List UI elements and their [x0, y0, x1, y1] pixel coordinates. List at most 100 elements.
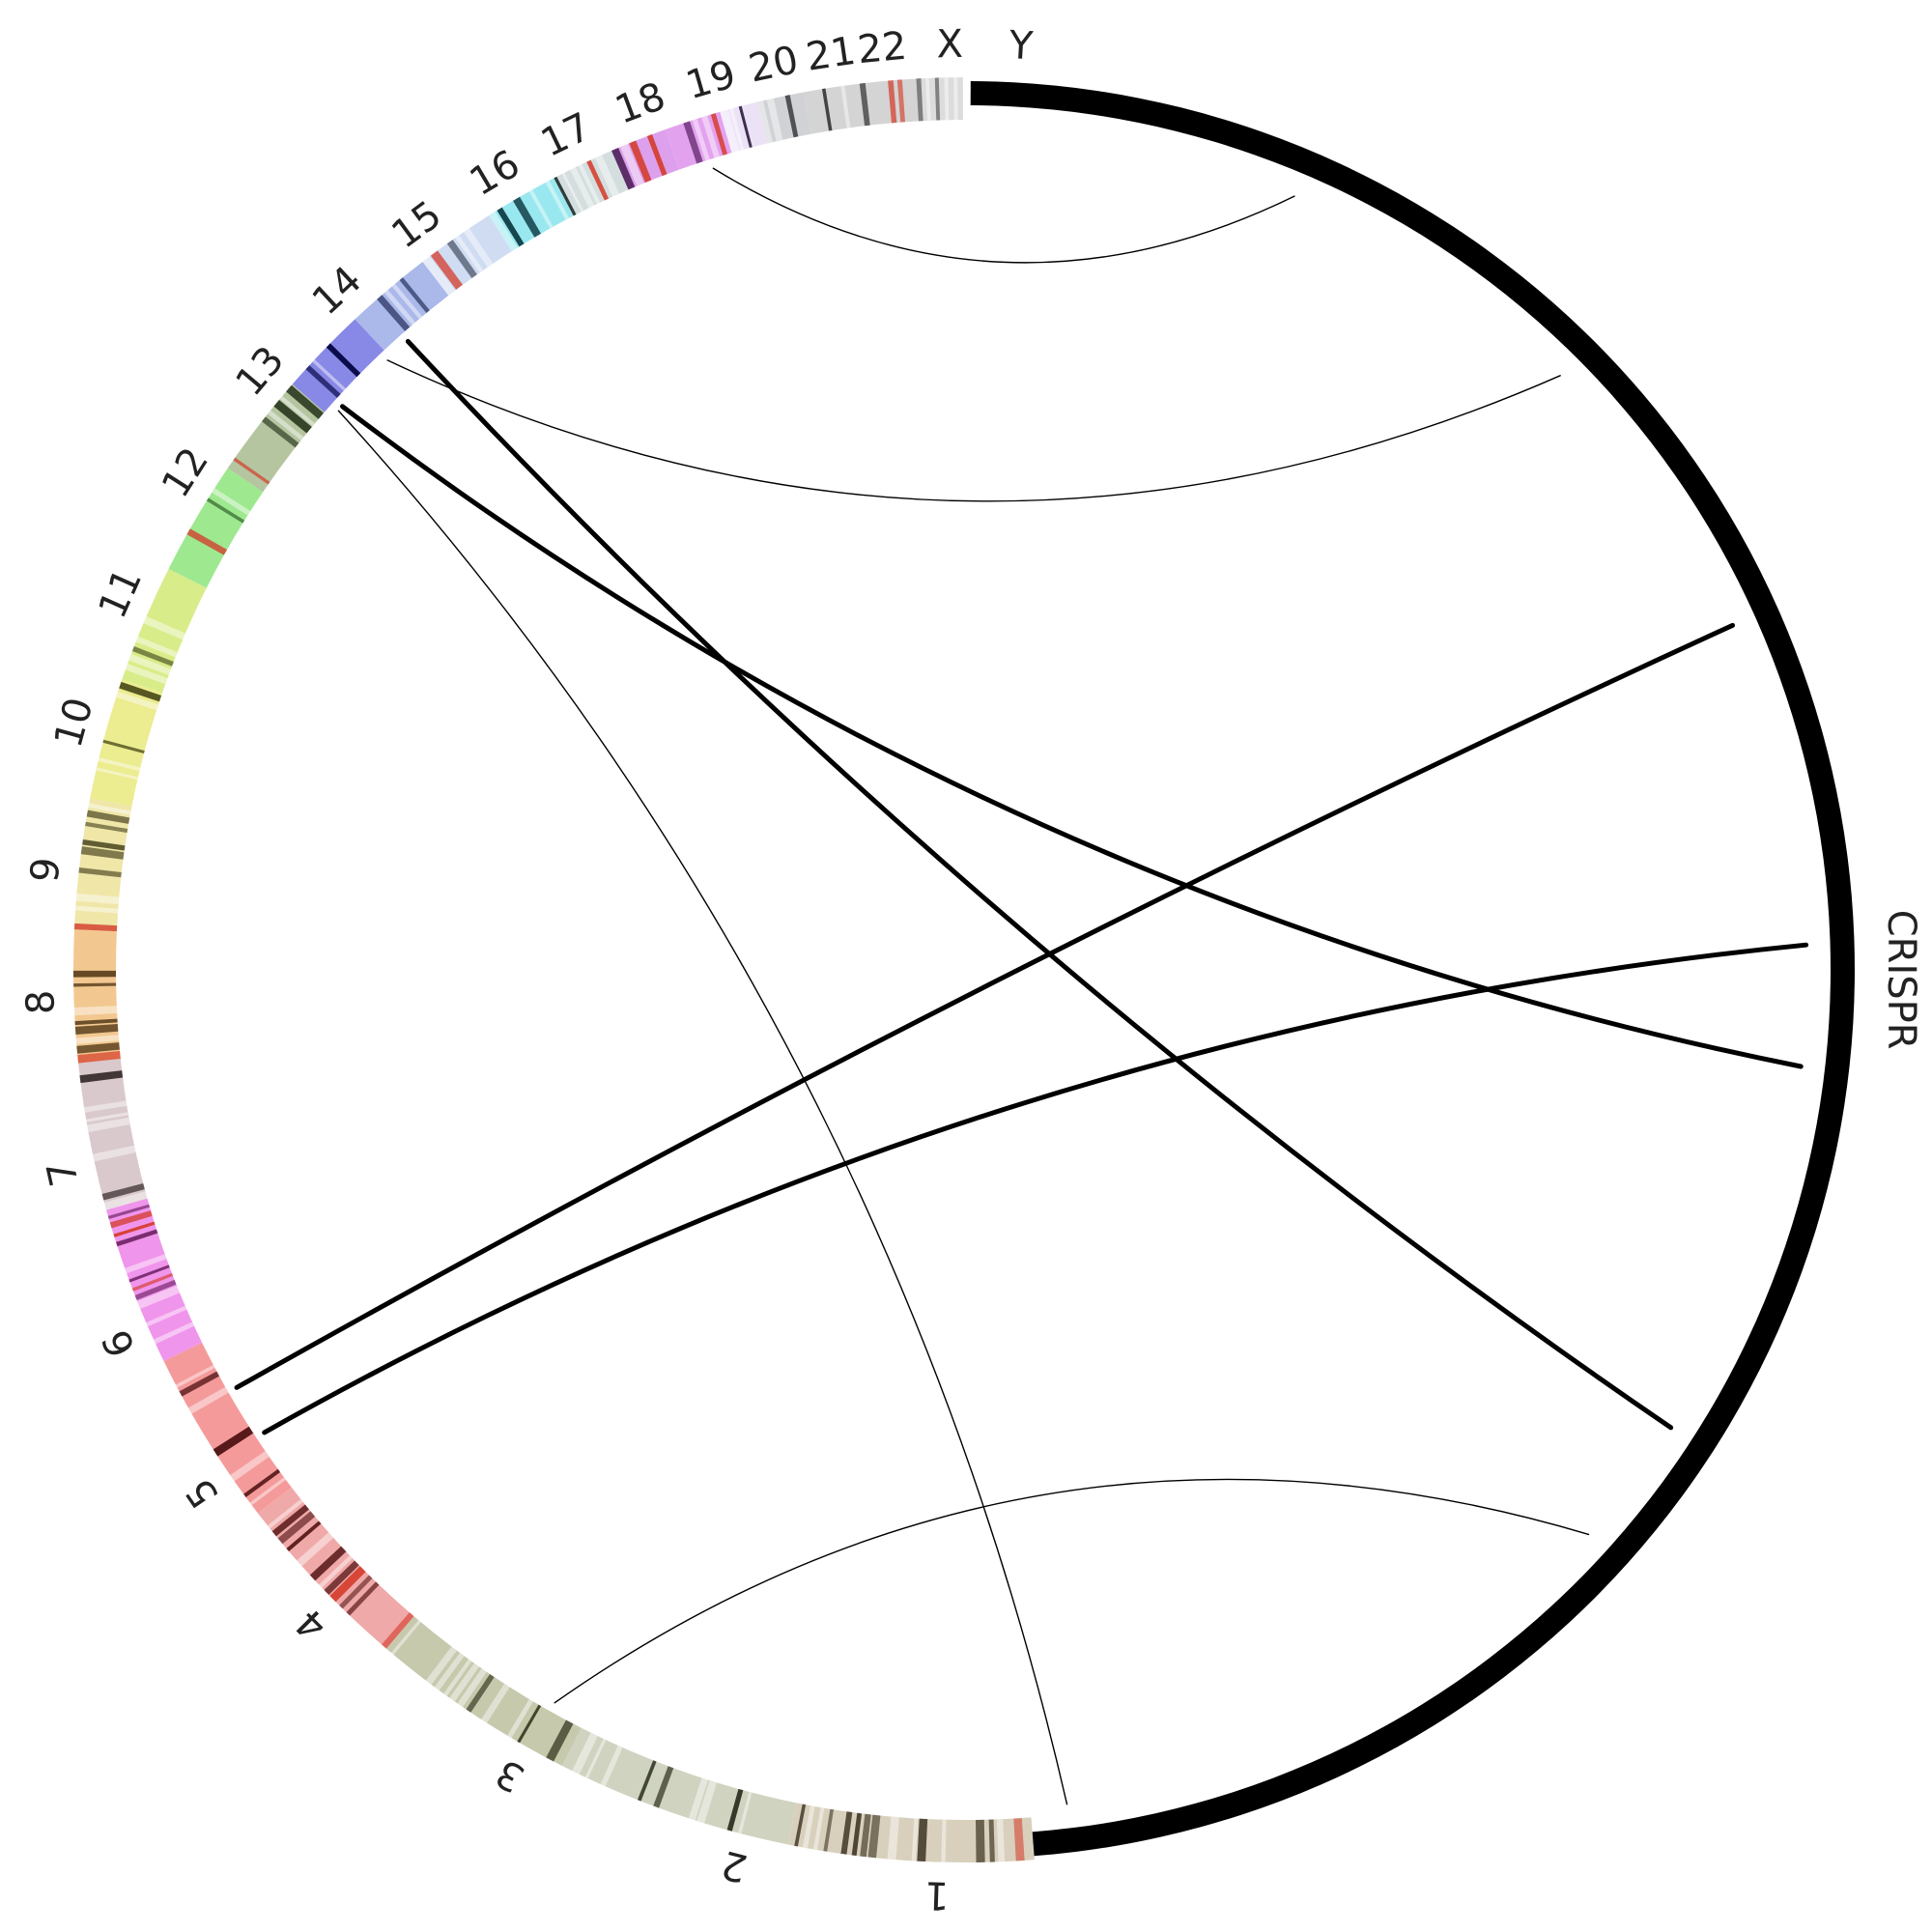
link-3-crispr — [554, 1478, 1590, 1704]
segment-x — [803, 78, 919, 134]
cytoband-stripe — [738, 105, 753, 148]
segment-8 — [72, 929, 121, 1064]
links-layer — [234, 167, 1809, 1805]
cytoband-stripe — [653, 1766, 674, 1808]
cytoband-stripe — [86, 810, 130, 824]
segment-13 — [227, 384, 325, 493]
cytoband-stripe — [578, 163, 601, 205]
cytoband-stripe — [297, 1532, 334, 1567]
cytoband-stripe — [131, 646, 174, 667]
cytoband-stripe — [738, 1791, 753, 1834]
cytoband-stripe — [840, 85, 851, 128]
cytoband-stripe — [305, 365, 341, 398]
cytoband-stripe — [125, 664, 168, 685]
segment-label-12: 12 — [154, 440, 217, 505]
link-14-crispr — [386, 359, 1561, 502]
cytoband-stripe — [859, 82, 870, 127]
cytoband-stripe — [584, 1738, 607, 1779]
cytoband-stripe — [74, 1018, 118, 1026]
cytoband-stripe — [446, 240, 477, 279]
link-18-crispr — [712, 167, 1295, 264]
link-14-crispr — [405, 338, 1674, 1431]
cytoband-stripe — [430, 250, 464, 290]
segment-label-3: 3 — [489, 1750, 532, 1802]
cytoband-stripe — [137, 1285, 180, 1310]
cytoband-stripe — [976, 1819, 985, 1862]
cytoband-stripe — [934, 77, 941, 121]
cytoband-stripe — [186, 528, 228, 555]
cytoband-stripe — [821, 88, 833, 131]
cytoband-stripe — [88, 803, 131, 815]
cytoband-stripe — [570, 167, 595, 209]
segment-9 — [73, 798, 132, 932]
cytoband-stripe — [134, 1279, 177, 1300]
segment-label-crispr: CRISPR — [1879, 910, 1923, 1050]
cytoband-stripe — [944, 77, 950, 121]
cytoband-stripe — [79, 1070, 124, 1084]
cytoband-stripe — [391, 283, 423, 320]
segment-20 — [665, 111, 732, 170]
segment-label-7: 7 — [39, 1156, 87, 1190]
segment-label-18: 18 — [610, 74, 671, 133]
cytoband-stripe — [688, 1777, 709, 1821]
cytoband-stripe — [135, 636, 178, 658]
cytoband-stripe — [109, 1210, 153, 1229]
segment-band — [122, 568, 207, 694]
segment-band — [168, 468, 264, 588]
segment-band — [257, 1487, 414, 1649]
cytoband-stripe — [443, 1659, 472, 1696]
cytoband-stripe — [233, 457, 270, 485]
cytoband-stripe — [213, 1426, 254, 1457]
cytoband-stripe — [896, 79, 906, 123]
cytoband-stripe — [346, 1581, 380, 1616]
cytoband-stripe — [377, 295, 411, 331]
segment-label-6: 6 — [94, 1323, 144, 1364]
cytoband-stripe — [637, 1760, 657, 1802]
segment-label-1: 1 — [923, 1872, 950, 1918]
cytoband-stripe — [572, 1732, 598, 1775]
cytoband-stripe — [73, 1006, 118, 1016]
cytoband-stripe — [113, 1221, 156, 1237]
cytoband-stripe — [101, 1182, 145, 1201]
cytoband-stripe — [497, 207, 525, 247]
cytoband-stripe — [887, 1816, 899, 1861]
cytoband-stripe — [75, 893, 120, 905]
segment-5 — [163, 1342, 292, 1514]
cytoband-stripe — [528, 189, 554, 229]
cytoband-stripe — [273, 399, 312, 434]
cytoband-stripe — [277, 1511, 316, 1545]
segment-band — [720, 101, 768, 154]
cytoband-stripe — [73, 923, 118, 932]
link-5-crispr — [234, 622, 1736, 1390]
cytoband-stripe — [309, 1546, 347, 1581]
cytoband-stripe — [286, 384, 325, 419]
cytoband-stripe — [382, 1612, 414, 1649]
segment-band — [90, 679, 162, 807]
cytoband-stripe — [766, 98, 783, 142]
segment-band — [561, 1727, 797, 1845]
cytoband-stripe — [692, 118, 710, 161]
cytoband-stripe — [312, 359, 346, 391]
cytoband-stripe — [802, 1805, 815, 1849]
cytoband-stripe — [422, 256, 456, 296]
cytoband-stripe — [823, 1808, 835, 1852]
segment-label-16: 16 — [463, 142, 527, 206]
cytoband-stripe — [271, 1504, 309, 1537]
cytoband-stripe — [267, 1498, 303, 1529]
cytoband-stripe — [82, 838, 126, 851]
cytoband-stripe — [175, 1364, 215, 1388]
cytoband-stripe — [812, 1807, 825, 1851]
segment-y — [916, 77, 963, 122]
cytoband-stripe — [143, 616, 185, 640]
cytoband-stripe — [329, 1566, 366, 1603]
cytoband-stripe — [92, 1145, 136, 1162]
cytoband-stripe — [513, 196, 542, 238]
cytoband-stripe — [384, 289, 416, 326]
cytoband-stripe — [481, 1683, 510, 1723]
cytoband-stripe — [212, 488, 251, 516]
segment-7 — [78, 1058, 148, 1210]
segment-19 — [611, 129, 680, 190]
segment-3 — [385, 1616, 582, 1767]
segment-17 — [489, 178, 574, 252]
segment-label-13: 13 — [227, 338, 293, 405]
